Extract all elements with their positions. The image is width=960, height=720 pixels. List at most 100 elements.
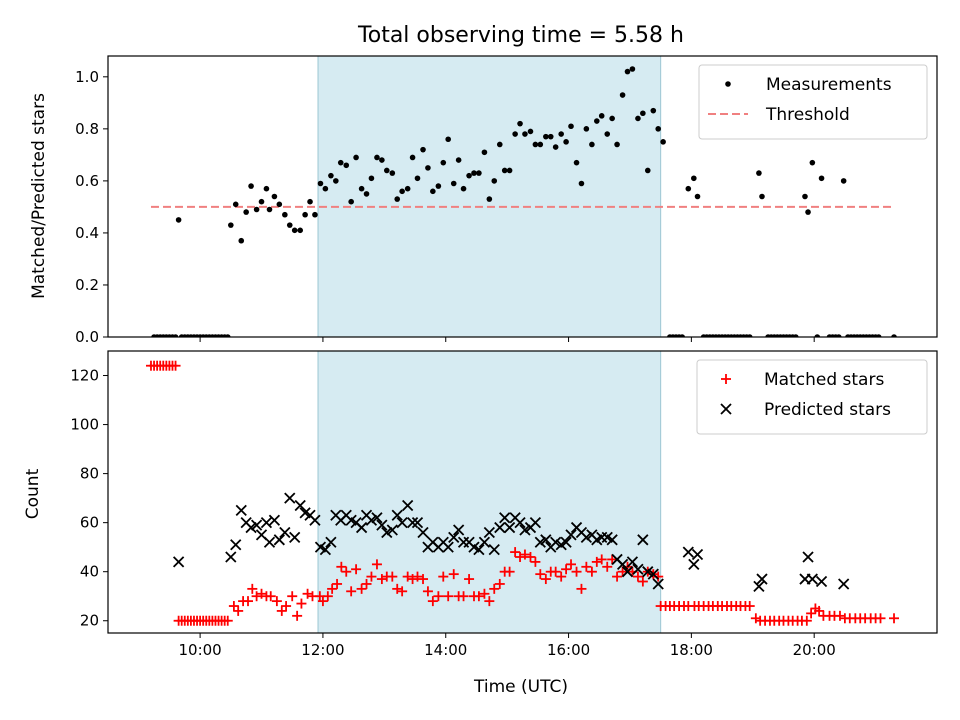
matched-star-point: [438, 571, 449, 582]
predicted-star-point: [483, 526, 495, 539]
measurement-point: [583, 126, 590, 132]
predicted-star-point: [284, 492, 296, 504]
matched-star-point: [875, 613, 886, 624]
measurement-point: [756, 170, 762, 176]
y-tick-label: 60: [80, 514, 99, 532]
measurement-point: [840, 178, 847, 184]
matched-star-point: [397, 586, 408, 597]
measurement-point: [435, 183, 442, 189]
matched-star-point: [346, 586, 357, 597]
measurement-point: [333, 178, 339, 184]
matched-star-point: [464, 574, 475, 585]
measurement-point: [640, 110, 646, 117]
y-tick-label: 100: [70, 416, 99, 434]
measurement-point: [629, 66, 636, 72]
predicted-star-point: [494, 521, 506, 534]
legend-box: [698, 64, 928, 140]
chart-title: Total observing time = 5.58 h: [357, 23, 684, 48]
matched-star-point: [540, 574, 551, 585]
matched-star-point: [801, 615, 812, 626]
predicted-star-point: [235, 504, 247, 517]
matched-star-point: [561, 564, 572, 575]
matched-star-point: [243, 596, 254, 607]
measurement-point: [409, 154, 416, 161]
predicted-star-point: [473, 543, 485, 556]
measurement-point: [328, 172, 334, 179]
y-tick-label: 40: [80, 563, 99, 581]
x-tick-label: 18:00: [670, 641, 713, 659]
panel-ratio: Total observing time = 5.58 h 0.00.20.40…: [29, 23, 938, 346]
measurement-point: [614, 141, 620, 148]
matched-star-point: [489, 583, 500, 594]
measurement-point: [746, 334, 753, 337]
predicted-star-point: [319, 543, 332, 556]
measurement-point: [374, 154, 380, 161]
matched-star-point: [550, 566, 561, 577]
predicted-star-point: [514, 517, 526, 529]
predicted-star-point: [386, 524, 398, 536]
measurement-point: [818, 175, 825, 182]
measurement-point: [353, 154, 359, 161]
measurement-point: [563, 139, 569, 145]
matched-star-point: [336, 561, 347, 572]
measurement-point: [307, 198, 313, 205]
measurement-point: [425, 165, 431, 171]
matched-star-point: [265, 591, 276, 602]
predicted-star-point: [376, 519, 388, 531]
predicted-star-point: [442, 541, 454, 553]
measurement-point: [343, 162, 350, 169]
measurement-point: [399, 188, 405, 195]
measurement-point: [466, 172, 472, 179]
measurement-point: [486, 196, 493, 202]
predicted-star-point: [838, 578, 850, 590]
predicted-star-point: [402, 499, 414, 512]
panel-count: 10:00 12:00 14:00 16:00 18:00 20:00 20 40 60 80 10…: [23, 350, 938, 697]
x-tick-label: 20:00: [793, 641, 836, 659]
predicted-star-point: [417, 526, 429, 539]
matched-star-point: [519, 549, 530, 560]
matched-star-point: [571, 566, 582, 577]
measurement-point: [691, 175, 697, 182]
measurement-point: [302, 211, 308, 218]
measurement-point: [558, 131, 564, 137]
predicted-star-point: [396, 517, 408, 529]
predicted-star-point: [230, 539, 242, 551]
measurement-point: [694, 193, 701, 200]
y-tick-label: 0.4: [75, 224, 99, 242]
measurement-point: [455, 157, 462, 163]
measurement-point: [266, 206, 273, 213]
measurement-point: [501, 167, 508, 174]
plot-area-ratio: 0.0 0.2 0.4 0.6 0.8 1.0 Measurements Threshold: [75, 55, 938, 346]
predicted-star-point: [642, 566, 654, 578]
predicted-star-point: [411, 517, 424, 529]
predicted-star-point: [519, 524, 531, 536]
measurement-point: [286, 222, 293, 228]
predicted-star-point: [268, 514, 281, 526]
matched-star-point: [222, 615, 233, 626]
x-tick-label: 10:00: [178, 641, 221, 659]
measurement-point: [624, 68, 631, 75]
predicted-star-point: [406, 517, 419, 529]
matched-star-point: [576, 583, 587, 594]
measurement-point: [875, 334, 882, 337]
legend-marker-matched: [721, 374, 731, 384]
matched-star-point: [494, 578, 505, 589]
matched-star-point: [637, 576, 648, 587]
predicted-star-point: [391, 509, 403, 521]
predicted-star-point: [652, 578, 664, 590]
predicted-star-point: [245, 521, 257, 534]
measurement-point: [537, 141, 544, 148]
measurement-point: [248, 183, 254, 189]
measurement-point: [414, 175, 421, 182]
y-axis-label-ratio: Matched/Predicted stars: [29, 93, 49, 299]
matched-star-point: [566, 559, 577, 570]
measurement-point: [481, 149, 488, 156]
measurement-point: [430, 188, 436, 195]
predicted-star-point: [682, 546, 694, 558]
measurement-point: [609, 115, 615, 122]
predicted-star-point: [503, 521, 516, 534]
predicted-star-point: [279, 526, 291, 539]
matched-star-point: [484, 596, 495, 607]
measurement-point: [573, 159, 580, 166]
matched-star-point: [596, 554, 607, 565]
